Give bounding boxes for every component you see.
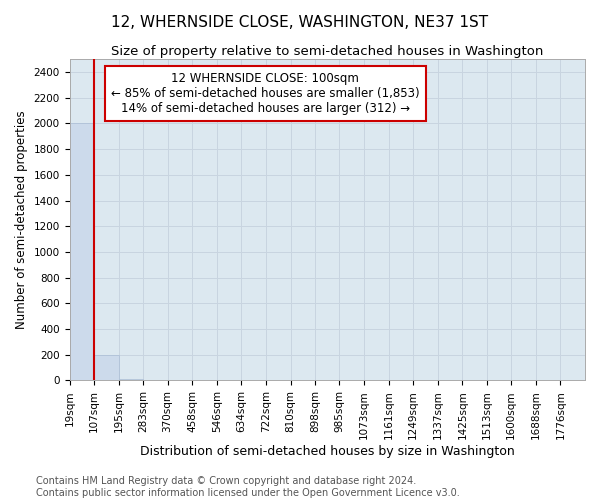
Bar — [119, 379, 143, 380]
Text: 12, WHERNSIDE CLOSE, WASHINGTON, NE37 1ST: 12, WHERNSIDE CLOSE, WASHINGTON, NE37 1S… — [112, 15, 488, 30]
Text: 12 WHERNSIDE CLOSE: 100sqm
← 85% of semi-detached houses are smaller (1,853)
14%: 12 WHERNSIDE CLOSE: 100sqm ← 85% of semi… — [111, 72, 420, 115]
Text: Contains HM Land Registry data © Crown copyright and database right 2024.
Contai: Contains HM Land Registry data © Crown c… — [36, 476, 460, 498]
X-axis label: Distribution of semi-detached houses by size in Washington: Distribution of semi-detached houses by … — [140, 444, 515, 458]
Title: Size of property relative to semi-detached houses in Washington: Size of property relative to semi-detach… — [111, 45, 544, 58]
Y-axis label: Number of semi-detached properties: Number of semi-detached properties — [15, 110, 28, 329]
Bar — [70, 124, 94, 380]
Bar — [94, 356, 119, 380]
